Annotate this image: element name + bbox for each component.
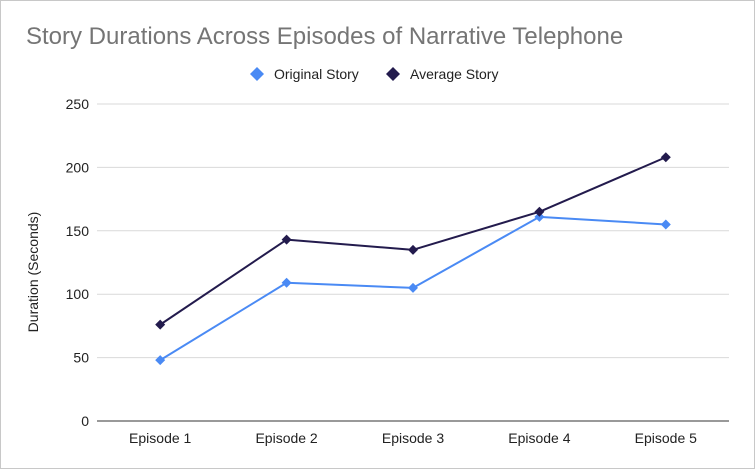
legend-label: Original Story: [274, 66, 359, 82]
data-point[interactable]: [281, 234, 292, 245]
x-tick-label: Episode 5: [635, 430, 697, 446]
y-tick-label: 100: [66, 286, 90, 302]
series-original-story: [155, 211, 671, 366]
legend-item-original-story[interactable]: Original Story: [250, 66, 359, 82]
y-tick-label: 0: [81, 413, 89, 429]
y-tick-label: 250: [66, 96, 90, 112]
data-point[interactable]: [408, 282, 418, 293]
x-tick-label: Episode 1: [129, 430, 191, 446]
series-average-story: [155, 152, 671, 330]
data-point[interactable]: [155, 355, 166, 366]
data-point[interactable]: [534, 211, 545, 222]
legend-label: Average Story: [410, 66, 498, 82]
chart-title: Story Durations Across Episodes of Narra…: [26, 23, 624, 50]
data-point[interactable]: [660, 152, 671, 163]
legend[interactable]: Original Story Average Story: [250, 66, 498, 82]
x-tick-label: Episode 3: [382, 430, 444, 446]
legend-marker[interactable]: [250, 67, 264, 81]
x-tick-label: Episode 4: [508, 430, 570, 446]
legend-item-average-story[interactable]: Average Story: [386, 66, 498, 82]
y-tick-label: 50: [73, 350, 89, 366]
data-point[interactable]: [408, 244, 418, 255]
data-point[interactable]: [155, 319, 166, 330]
y-axis-ticks: 0 50 100 150 200 250: [66, 96, 90, 429]
data-point[interactable]: [534, 206, 545, 217]
data-point[interactable]: [281, 277, 292, 288]
x-tick-label: Episode 2: [255, 430, 317, 446]
data-point[interactable]: [660, 219, 671, 230]
y-tick-label: 150: [66, 223, 90, 239]
series: [155, 152, 671, 366]
gridlines: [97, 103, 729, 422]
y-tick-label: 200: [66, 159, 90, 175]
legend-marker[interactable]: [386, 67, 400, 81]
series-line: [159, 156, 667, 326]
y-axis-title: Duration (Seconds): [25, 212, 41, 333]
x-axis-ticks: Episode 1 Episode 2 Episode 3 Episode 4 Epis…: [129, 430, 697, 446]
